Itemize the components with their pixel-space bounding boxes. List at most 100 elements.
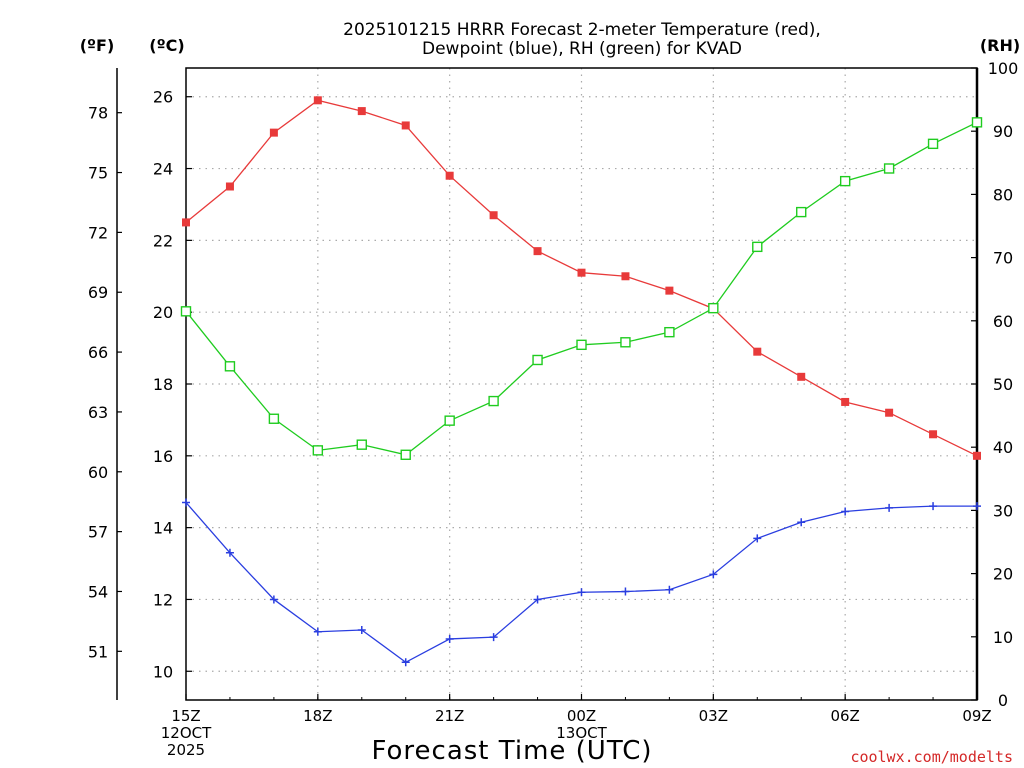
- rh-tick-label: 60: [993, 312, 1013, 331]
- celsius-tick-label: 22: [153, 231, 173, 250]
- dewpoint-point: [445, 634, 454, 643]
- x-tick-label: 2025: [167, 741, 205, 759]
- x-tick-label: 18Z: [303, 707, 332, 725]
- fahrenheit-tick-label: 66: [88, 343, 108, 362]
- temperature-point: [665, 286, 674, 295]
- dewpoint-point: [357, 625, 366, 634]
- rh-point: [444, 415, 455, 426]
- rh-point: [312, 445, 324, 456]
- temperature-point: [313, 96, 322, 105]
- x-tick-label: 09Z: [962, 707, 991, 725]
- celsius-tick-label: 12: [153, 590, 173, 609]
- dewpoint-point: [225, 548, 234, 557]
- fahrenheit-tick-label: 75: [88, 164, 108, 183]
- x-tick-label: 00Z: [567, 707, 596, 725]
- rh-tick-label: 100: [988, 59, 1019, 78]
- celsius-tick-label: 26: [153, 88, 173, 107]
- rh-tick-label: 70: [993, 249, 1013, 268]
- temperature-point: [182, 218, 190, 227]
- temperature-point: [577, 268, 586, 277]
- rh-point: [576, 339, 587, 351]
- celsius-tick-label: 14: [153, 519, 173, 538]
- rh-point: [268, 413, 280, 424]
- rh-point: [356, 439, 367, 450]
- celsius-tick-label: 24: [153, 160, 173, 179]
- rh-point: [971, 117, 983, 128]
- temperature-point: [445, 171, 454, 180]
- footer-credit: coolwx.com/modelts: [850, 748, 1013, 766]
- temperature-point: [841, 397, 850, 406]
- x-tick-label: 12OCT: [161, 724, 212, 742]
- chart-title-line1: 2025101215 HRRR Forecast 2-meter Tempera…: [343, 20, 821, 40]
- fahrenheit-tick-label: 69: [88, 283, 108, 302]
- fahrenheit-tick-label: 54: [88, 582, 108, 601]
- rh-point: [927, 138, 939, 150]
- dewpoint-point: [929, 502, 938, 511]
- dewpoint-point: [973, 502, 981, 511]
- x-axis-label: Forecast Time (UTC): [371, 736, 652, 766]
- x-tick-label: 13OCT: [556, 724, 607, 742]
- rh-point: [839, 175, 851, 187]
- temperature-point: [797, 372, 806, 381]
- dewpoint-point: [621, 587, 630, 596]
- temperature-point: [753, 347, 762, 356]
- dewpoint-point: [313, 627, 322, 636]
- fahrenheit-tick-label: 63: [88, 403, 108, 422]
- rh-point: [400, 449, 411, 460]
- chart-title-line2: Dewpoint (blue), RH (green) for KVAD: [422, 39, 742, 59]
- x-tick-label: 15Z: [171, 707, 200, 725]
- dewpoint-point: [885, 503, 894, 512]
- dewpoint-point: [665, 585, 674, 594]
- fahrenheit-tick-label: 57: [88, 523, 108, 542]
- fahrenheit-tick-label: 78: [88, 104, 108, 123]
- rh-tick-label: 40: [993, 438, 1013, 457]
- rh-point: [224, 361, 236, 372]
- dewpoint-point: [577, 588, 586, 597]
- fahrenheit-tick-label: 51: [88, 642, 108, 661]
- dewpoint-point: [182, 498, 190, 507]
- x-tick-label: 06Z: [830, 707, 859, 725]
- rh-tick-label: 50: [993, 375, 1013, 394]
- temperature-point: [357, 107, 366, 116]
- rh-point: [180, 306, 192, 317]
- dewpoint-point: [489, 633, 498, 642]
- fahrenheit-unit-label: (ºF): [80, 36, 115, 55]
- fahrenheit-tick-label: 72: [88, 223, 108, 242]
- rh-tick-label: 90: [993, 122, 1013, 141]
- celsius-tick-label: 10: [153, 662, 173, 681]
- celsius-tick-label: 16: [153, 447, 173, 466]
- celsius-tick-label: 20: [153, 303, 173, 322]
- temperature-point: [533, 247, 542, 256]
- rh-tick-label: 10: [993, 628, 1013, 647]
- rh-tick-label: 0: [998, 691, 1008, 710]
- temperature-point: [225, 182, 234, 191]
- x-tick-label: 03Z: [699, 707, 728, 725]
- plot-frame: [185, 67, 978, 701]
- dewpoint-point: [841, 507, 850, 516]
- rh-point: [664, 326, 675, 338]
- celsius-tick-label: 18: [153, 375, 173, 394]
- x-tick-label: 21Z: [435, 707, 464, 725]
- temperature-point: [269, 128, 278, 137]
- dewpoint-point: [753, 534, 762, 543]
- temperature-point: [621, 272, 630, 281]
- rh-point: [488, 395, 499, 407]
- rh-tick-label: 30: [993, 501, 1013, 520]
- rh-point: [752, 241, 763, 253]
- rh-point: [708, 302, 719, 314]
- temperature-point: [973, 451, 981, 460]
- rh-point: [620, 337, 631, 348]
- fahrenheit-tick-label: 60: [88, 463, 108, 482]
- temperature-point: [929, 430, 938, 439]
- dewpoint-point: [269, 595, 278, 604]
- dewpoint-point: [709, 570, 718, 579]
- rh-tick-label: 20: [993, 565, 1013, 584]
- rh-point: [883, 163, 895, 174]
- rh-point: [532, 354, 543, 366]
- rh-unit-label: (RH): [980, 36, 1020, 55]
- dewpoint-point: [533, 595, 542, 604]
- dewpoint-point: [401, 658, 410, 667]
- rh-tick-label: 80: [993, 185, 1013, 204]
- temperature-point: [401, 121, 410, 130]
